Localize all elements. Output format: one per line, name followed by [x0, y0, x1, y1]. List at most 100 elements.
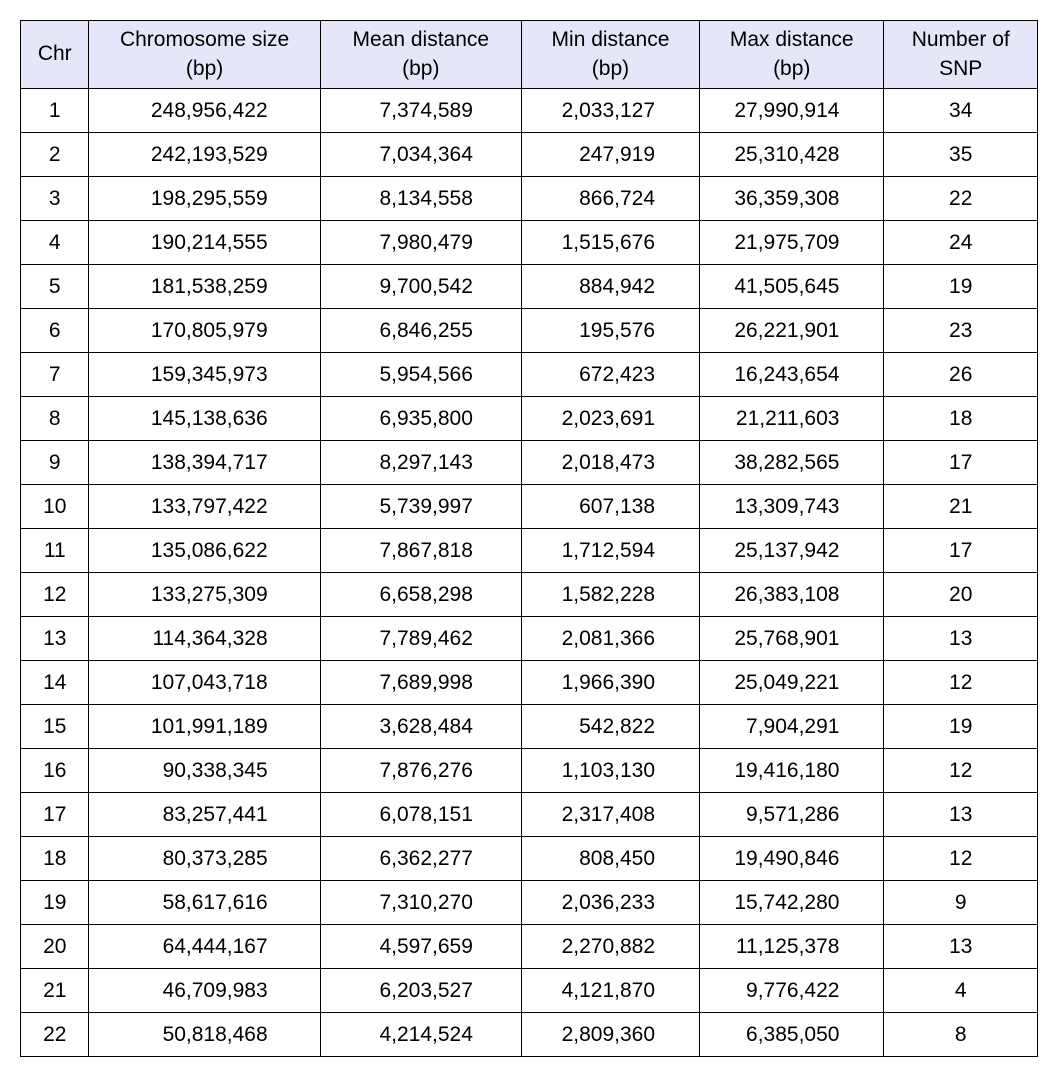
table-row: 3198,295,5598,134,558866,72436,359,30822	[21, 177, 1038, 221]
table-row: 14107,043,7187,689,9981,966,39025,049,22…	[21, 661, 1038, 705]
col-header-5-line1: Number of	[885, 26, 1036, 54]
chr-cell: 18	[21, 837, 89, 881]
chr-cell: 4	[21, 221, 89, 265]
chr-cell: 10	[21, 485, 89, 529]
num-cell: 181,538,259	[89, 265, 320, 309]
snp-cell: 8	[884, 1013, 1038, 1057]
num-cell: 2,081,366	[521, 617, 699, 661]
num-cell: 25,768,901	[700, 617, 884, 661]
num-cell: 1,582,228	[521, 573, 699, 617]
snp-cell: 21	[884, 485, 1038, 529]
num-cell: 4,597,659	[320, 925, 521, 969]
table-row: 13114,364,3287,789,4622,081,36625,768,90…	[21, 617, 1038, 661]
num-cell: 145,138,636	[89, 397, 320, 441]
snp-cell: 12	[884, 661, 1038, 705]
col-header-5-line2: SNP	[885, 55, 1036, 83]
snp-cell: 4	[884, 969, 1038, 1013]
table-row: 10133,797,4225,739,997607,13813,309,7432…	[21, 485, 1038, 529]
table-row: 12133,275,3096,658,2981,582,22826,383,10…	[21, 573, 1038, 617]
num-cell: 7,689,998	[320, 661, 521, 705]
chr-cell: 1	[21, 89, 89, 133]
num-cell: 1,712,594	[521, 529, 699, 573]
num-cell: 80,373,285	[89, 837, 320, 881]
snp-cell: 13	[884, 793, 1038, 837]
num-cell: 159,345,973	[89, 353, 320, 397]
num-cell: 8,297,143	[320, 441, 521, 485]
num-cell: 884,942	[521, 265, 699, 309]
snp-cell: 23	[884, 309, 1038, 353]
col-header-4-line2: (bp)	[701, 55, 882, 83]
table-row: 15101,991,1893,628,484542,8227,904,29119	[21, 705, 1038, 749]
snp-cell: 12	[884, 837, 1038, 881]
col-header-2-line1: Mean distance	[322, 26, 520, 54]
num-cell: 7,789,462	[320, 617, 521, 661]
chr-cell: 6	[21, 309, 89, 353]
num-cell: 1,966,390	[521, 661, 699, 705]
table-row: 2064,444,1674,597,6592,270,88211,125,378…	[21, 925, 1038, 969]
num-cell: 25,137,942	[700, 529, 884, 573]
num-cell: 1,103,130	[521, 749, 699, 793]
col-header-3-line1: Min distance	[523, 26, 698, 54]
snp-cell: 18	[884, 397, 1038, 441]
num-cell: 808,450	[521, 837, 699, 881]
table-row: 4190,214,5557,980,4791,515,67621,975,709…	[21, 221, 1038, 265]
num-cell: 7,876,276	[320, 749, 521, 793]
num-cell: 19,416,180	[700, 749, 884, 793]
col-header-4: Max distance(bp)	[700, 21, 884, 89]
num-cell: 2,023,691	[521, 397, 699, 441]
chr-cell: 8	[21, 397, 89, 441]
col-header-2-line2: (bp)	[322, 55, 520, 83]
num-cell: 11,125,378	[700, 925, 884, 969]
snp-cell: 34	[884, 89, 1038, 133]
num-cell: 101,991,189	[89, 705, 320, 749]
chr-cell: 20	[21, 925, 89, 969]
num-cell: 41,505,645	[700, 265, 884, 309]
num-cell: 6,362,277	[320, 837, 521, 881]
table-row: 6170,805,9796,846,255195,57626,221,90123	[21, 309, 1038, 353]
num-cell: 2,270,882	[521, 925, 699, 969]
num-cell: 5,739,997	[320, 485, 521, 529]
num-cell: 36,359,308	[700, 177, 884, 221]
chr-cell: 17	[21, 793, 89, 837]
num-cell: 2,809,360	[521, 1013, 699, 1057]
table-row: 1783,257,4416,078,1512,317,4089,571,2861…	[21, 793, 1038, 837]
snp-cell: 13	[884, 925, 1038, 969]
num-cell: 46,709,983	[89, 969, 320, 1013]
num-cell: 6,078,151	[320, 793, 521, 837]
num-cell: 7,310,270	[320, 881, 521, 925]
num-cell: 26,383,108	[700, 573, 884, 617]
num-cell: 27,990,914	[700, 89, 884, 133]
col-header-0-line1: Chr	[22, 40, 87, 68]
num-cell: 58,617,616	[89, 881, 320, 925]
num-cell: 135,086,622	[89, 529, 320, 573]
num-cell: 170,805,979	[89, 309, 320, 353]
chr-cell: 16	[21, 749, 89, 793]
snp-cell: 9	[884, 881, 1038, 925]
snp-cell: 17	[884, 441, 1038, 485]
num-cell: 7,867,818	[320, 529, 521, 573]
num-cell: 133,797,422	[89, 485, 320, 529]
num-cell: 6,385,050	[700, 1013, 884, 1057]
snp-cell: 35	[884, 133, 1038, 177]
num-cell: 26,221,901	[700, 309, 884, 353]
snp-cell: 19	[884, 265, 1038, 309]
num-cell: 6,935,800	[320, 397, 521, 441]
table-row: 1248,956,4227,374,5892,033,12727,990,914…	[21, 89, 1038, 133]
table-row: 2146,709,9836,203,5274,121,8709,776,4224	[21, 969, 1038, 1013]
table-row: 1690,338,3457,876,2761,103,13019,416,180…	[21, 749, 1038, 793]
chr-cell: 19	[21, 881, 89, 925]
snp-cell: 22	[884, 177, 1038, 221]
num-cell: 13,309,743	[700, 485, 884, 529]
num-cell: 21,211,603	[700, 397, 884, 441]
col-header-2: Mean distance(bp)	[320, 21, 521, 89]
snp-cell: 26	[884, 353, 1038, 397]
col-header-0: Chr	[21, 21, 89, 89]
num-cell: 25,049,221	[700, 661, 884, 705]
num-cell: 107,043,718	[89, 661, 320, 705]
num-cell: 9,700,542	[320, 265, 521, 309]
num-cell: 90,338,345	[89, 749, 320, 793]
chr-cell: 22	[21, 1013, 89, 1057]
num-cell: 2,036,233	[521, 881, 699, 925]
table-body: 1248,956,4227,374,5892,033,12727,990,914…	[21, 89, 1038, 1057]
chr-cell: 12	[21, 573, 89, 617]
